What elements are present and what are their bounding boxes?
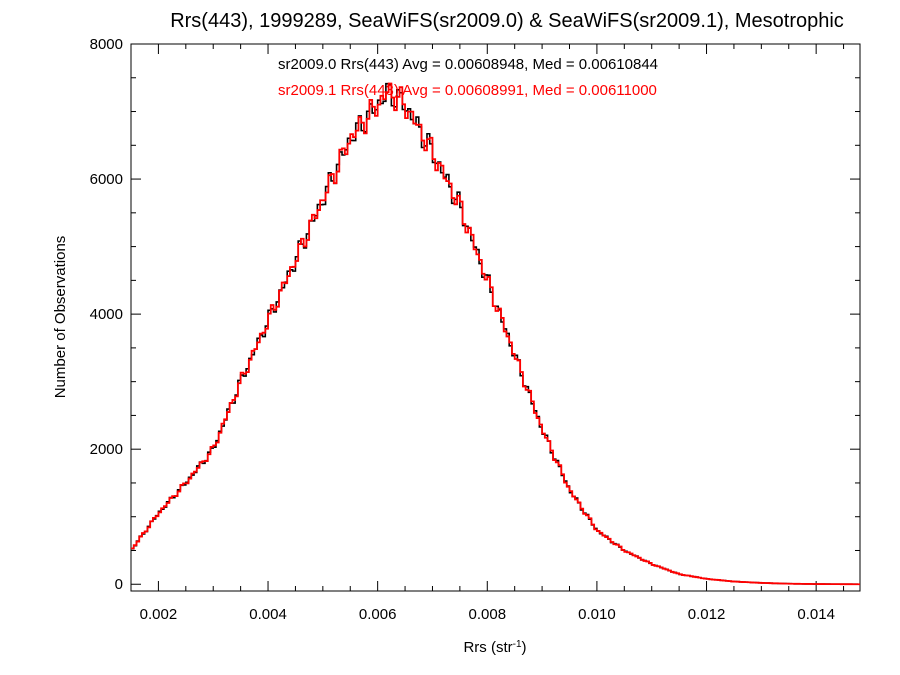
x-axis-label-close: ) [522,639,527,656]
x-axis-label-main: Rrs (str [463,639,512,656]
x-axis-label: Rrs (str-1) [463,639,526,657]
x-axis-label-superscript: -1 [513,639,522,650]
plot-frame [130,43,861,592]
legend-sr2009-0: sr2009.0 Rrs(443) Avg = 0.00608948, Med … [278,56,658,73]
y-tick-label: 2000 [90,441,123,458]
y-axis-label: Number of Observations [52,236,69,399]
x-tick-label: 0.012 [688,606,726,623]
x-tick-label: 0.004 [249,606,287,623]
x-tick-label: 0.010 [578,606,616,623]
series-layer [131,82,860,586]
x-tick-label: 0.014 [797,606,835,623]
y-axis-ticks: 0 2000 4000 6000 8000 [90,36,860,593]
chart-title: Rrs(443), 1999289, SeaWiFS(sr2009.0) & S… [170,10,844,32]
x-tick-label: 0.008 [469,606,507,623]
y-tick-label: 0 [115,576,123,593]
y-tick-label: 6000 [90,171,123,188]
y-tick-label: 4000 [90,306,123,323]
y-tick-label: 8000 [90,36,123,53]
x-tick-label: 0.006 [359,606,397,623]
x-tick-label: 0.002 [140,606,178,623]
legend-sr2009-1: sr2009.1 Rrs(443) Avg = 0.00608991, Med … [278,82,657,99]
x-axis-ticks: 0.002 0.004 0.006 0.008 0.010 0.012 0.014 [130,44,845,623]
series-line-sr2009-1 [131,82,860,586]
